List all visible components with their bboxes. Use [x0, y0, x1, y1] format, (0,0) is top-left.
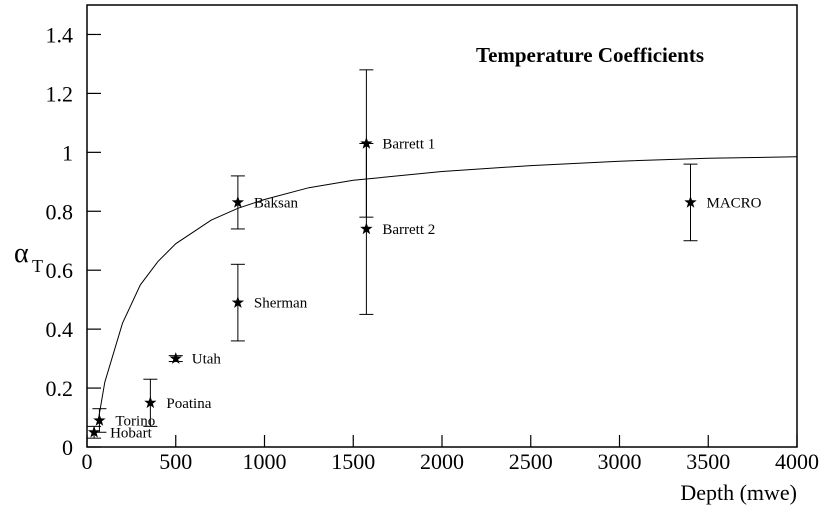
model-curve	[97, 156, 798, 424]
point-label: Utah	[192, 352, 222, 368]
x-tick-label: 3000	[598, 449, 642, 474]
point-label: Barrett 1	[382, 136, 435, 152]
y-axis-label-sub: T	[32, 256, 43, 276]
y-tick-label: 0	[62, 435, 73, 460]
y-tick-label: 0.4	[46, 317, 74, 342]
point-label: MACRO	[707, 195, 762, 211]
x-axis-label: Depth (mwe)	[680, 480, 797, 505]
data-point	[231, 195, 245, 208]
point-label: Poatina	[166, 396, 211, 412]
data-point	[684, 195, 697, 208]
x-tick-label: 3500	[686, 449, 730, 474]
data-point	[87, 425, 101, 438]
y-tick-label: 1	[62, 140, 73, 165]
y-tick-label: 0.2	[46, 376, 74, 401]
annotation: Temperature Coefficients	[476, 43, 704, 67]
data-point	[360, 137, 373, 149]
point-label: Baksan	[254, 195, 299, 211]
y-axis-label: α	[14, 238, 29, 269]
x-tick-label: 2500	[509, 449, 553, 474]
x-tick-label: 0	[82, 449, 93, 474]
y-tick-label: 0.8	[46, 199, 74, 224]
point-label: Torino	[115, 413, 155, 429]
y-tick-label: 1.2	[46, 81, 74, 106]
x-tick-label: 4000	[775, 449, 819, 474]
x-tick-label: 500	[159, 449, 192, 474]
data-point	[144, 396, 157, 409]
x-tick-label: 1000	[243, 449, 287, 474]
data-point	[169, 352, 182, 364]
x-tick-label: 1500	[331, 449, 375, 474]
point-label: Barrett 2	[382, 222, 435, 238]
data-point	[231, 296, 245, 308]
data-point	[93, 414, 106, 426]
x-tick-label: 2000	[420, 449, 464, 474]
y-tick-label: 0.6	[46, 258, 74, 283]
y-tick-label: 1.4	[46, 22, 74, 47]
point-label: Sherman	[254, 296, 308, 312]
point-label: Hobart	[110, 425, 152, 441]
data-point	[360, 222, 373, 235]
